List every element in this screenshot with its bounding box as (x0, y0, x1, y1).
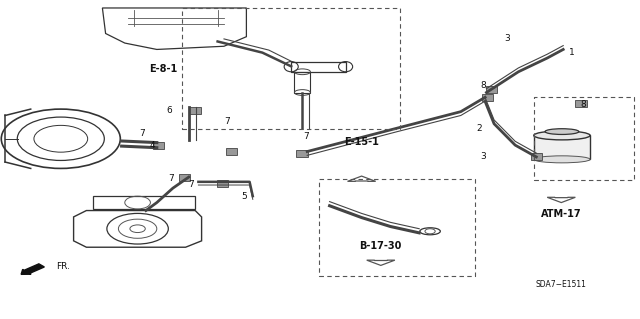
FancyArrow shape (21, 264, 44, 274)
Text: 1: 1 (569, 48, 574, 57)
Text: ATM-17: ATM-17 (541, 209, 582, 219)
Text: 4: 4 (150, 141, 155, 150)
Text: E-8-1: E-8-1 (149, 63, 177, 74)
Text: 7: 7 (140, 129, 145, 138)
Text: 7: 7 (188, 180, 193, 189)
Bar (482, 94, 493, 101)
Text: 7: 7 (303, 132, 308, 141)
Text: B-17-30: B-17-30 (360, 241, 402, 251)
Text: 3: 3 (505, 34, 510, 43)
Text: SDA7−E1511: SDA7−E1511 (536, 280, 587, 289)
Text: 7: 7 (225, 117, 230, 126)
Bar (534, 136, 590, 159)
Text: 8: 8 (481, 81, 486, 90)
Text: 2: 2 (476, 124, 481, 133)
Text: 8: 8 (581, 100, 586, 109)
Bar (179, 174, 190, 181)
Text: 5: 5 (242, 192, 247, 201)
Text: FR.: FR. (56, 262, 70, 271)
Bar (575, 100, 587, 107)
Bar (153, 142, 164, 149)
Bar (294, 72, 310, 93)
Text: 6: 6 (167, 106, 172, 115)
Bar (486, 86, 497, 93)
Text: E-15-1: E-15-1 (344, 137, 379, 147)
Bar (189, 107, 201, 114)
Bar (296, 150, 308, 157)
Text: 3: 3 (481, 152, 486, 161)
Ellipse shape (534, 156, 590, 163)
Bar (217, 180, 228, 187)
Bar (291, 62, 346, 72)
Text: 7: 7 (169, 174, 174, 182)
Bar (226, 148, 237, 155)
Ellipse shape (545, 129, 579, 135)
Ellipse shape (534, 131, 590, 140)
Bar (531, 153, 542, 160)
